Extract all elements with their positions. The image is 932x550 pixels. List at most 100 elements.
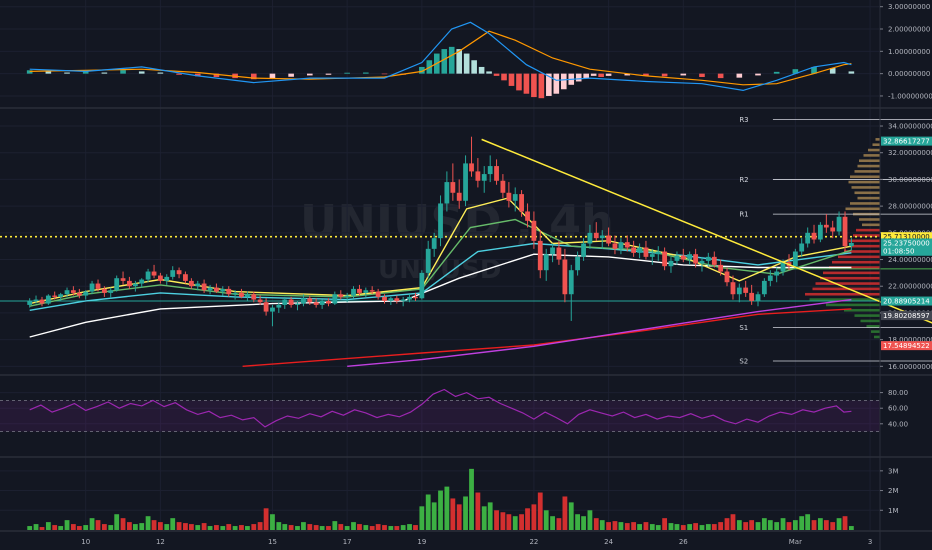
candle-body — [220, 288, 226, 292]
candle-body — [637, 247, 643, 253]
volume-bar — [170, 518, 176, 530]
candle-body — [251, 294, 257, 300]
macd-histogram-bar — [736, 73, 743, 78]
macd-histogram-bar — [575, 73, 582, 82]
watermark-interval: 4h — [549, 195, 614, 249]
price-axis[interactable]: 3.00000000 2.00000000 1.00000000 0.00000000… — [880, 3, 932, 515]
candle-body — [500, 180, 506, 193]
volume-bar — [519, 514, 524, 530]
candle-body — [232, 292, 238, 295]
volume-bar — [338, 524, 344, 530]
candle-body — [736, 287, 742, 295]
candle-body — [351, 288, 356, 296]
volume-bar — [469, 468, 474, 530]
time-axis-label: 19 — [417, 538, 426, 546]
macd-pane[interactable] — [26, 21, 855, 99]
candle-body — [817, 224, 823, 240]
volume-bar — [52, 525, 58, 530]
volume-bar — [494, 510, 499, 530]
volume-bar — [58, 526, 64, 530]
candle-body — [257, 299, 263, 303]
volume-bar — [749, 520, 755, 530]
axis-tick-label: 2.00000000 — [888, 26, 930, 34]
volume-bar — [263, 508, 269, 530]
candle-body — [76, 292, 82, 296]
macd-histogram-bar — [307, 73, 313, 76]
candle-body — [126, 280, 132, 287]
axis-tick-label: 28.00000000 — [888, 203, 932, 211]
candle-body — [668, 260, 674, 267]
candle-body — [176, 270, 182, 275]
macd-histogram-bar — [811, 66, 817, 74]
volume-bar — [220, 526, 226, 530]
axis-tick-label: 1M — [888, 507, 899, 515]
candle-body — [631, 247, 637, 253]
candle-body — [780, 262, 786, 272]
price-pane[interactable]: R3 R2 R1 S1 S2 — [0, 116, 932, 367]
macd-histogram-bar — [176, 73, 182, 75]
time-axis-label: 3 — [868, 538, 872, 546]
volume-bar — [562, 496, 568, 530]
price-tag-bg — [881, 296, 932, 306]
volume-bar — [830, 522, 836, 530]
svg-text:UNIUSD, 4h: UNIUSD, 4h — [300, 195, 614, 249]
volume-bar — [525, 508, 530, 530]
price-tag-bg — [881, 246, 932, 256]
volume-profile-row — [848, 180, 880, 184]
axis-tick-label: 34.00000000 — [888, 123, 932, 131]
volume-bar — [693, 523, 699, 530]
candle-body — [108, 290, 114, 293]
axis-tick-label: 18.00000000 — [888, 336, 932, 344]
volume-bar — [836, 518, 842, 530]
candle-body — [774, 271, 780, 276]
macd-histogram-bar — [381, 73, 388, 75]
volume-profile-row — [823, 271, 880, 275]
candle-body — [693, 254, 699, 264]
candle-body — [295, 303, 300, 305]
volume-profile-row — [872, 143, 880, 147]
price-tag-label: 25.71310000 — [883, 233, 930, 241]
volume-bar — [456, 504, 462, 530]
candle-body — [375, 291, 381, 297]
volume-profile-row — [851, 186, 880, 189]
volume-profile-row — [850, 175, 880, 179]
macd-histogram-bar — [531, 73, 537, 98]
candle-body — [792, 251, 798, 267]
candle-body — [33, 299, 39, 301]
pivot-label: S1 — [739, 324, 748, 332]
volume-profile-row — [854, 191, 880, 195]
volume-bar — [444, 486, 450, 530]
axis-tick-label: 32.00000000 — [888, 149, 932, 157]
volume-bar — [126, 522, 132, 530]
rsi-pane[interactable] — [0, 388, 880, 433]
volume-profile-row — [857, 196, 880, 200]
macd-histogram-bar — [486, 71, 492, 74]
volume-bar — [512, 516, 518, 530]
volume-profile-row — [812, 287, 880, 291]
macd-signal-line — [29, 30, 852, 86]
candle-body — [27, 300, 33, 305]
candle-body — [326, 300, 331, 304]
volume-profile-row — [859, 159, 880, 163]
price-tag-label: 01:08:50 — [883, 248, 914, 256]
candle-body — [755, 294, 761, 301]
time-axis[interactable]: 1012151719222426Mar3581012 — [81, 538, 932, 546]
candle-body — [288, 299, 294, 305]
macd-line — [29, 21, 852, 92]
macd-histogram-bar — [792, 69, 799, 74]
volume-bar — [413, 525, 418, 530]
time-axis-label: 15 — [268, 538, 277, 546]
axis-tick-label: 30.00000000 — [888, 176, 932, 184]
volume-bar — [419, 506, 425, 530]
macd-histogram-bar — [598, 73, 604, 77]
volume-bar — [475, 492, 481, 530]
volume-bar — [76, 526, 82, 530]
volume-bar — [481, 506, 487, 530]
candle-body — [164, 276, 170, 281]
candle-body — [612, 243, 618, 249]
pivot-label: R3 — [739, 116, 748, 124]
volume-pane[interactable] — [27, 468, 854, 530]
volume-bar — [270, 514, 275, 530]
